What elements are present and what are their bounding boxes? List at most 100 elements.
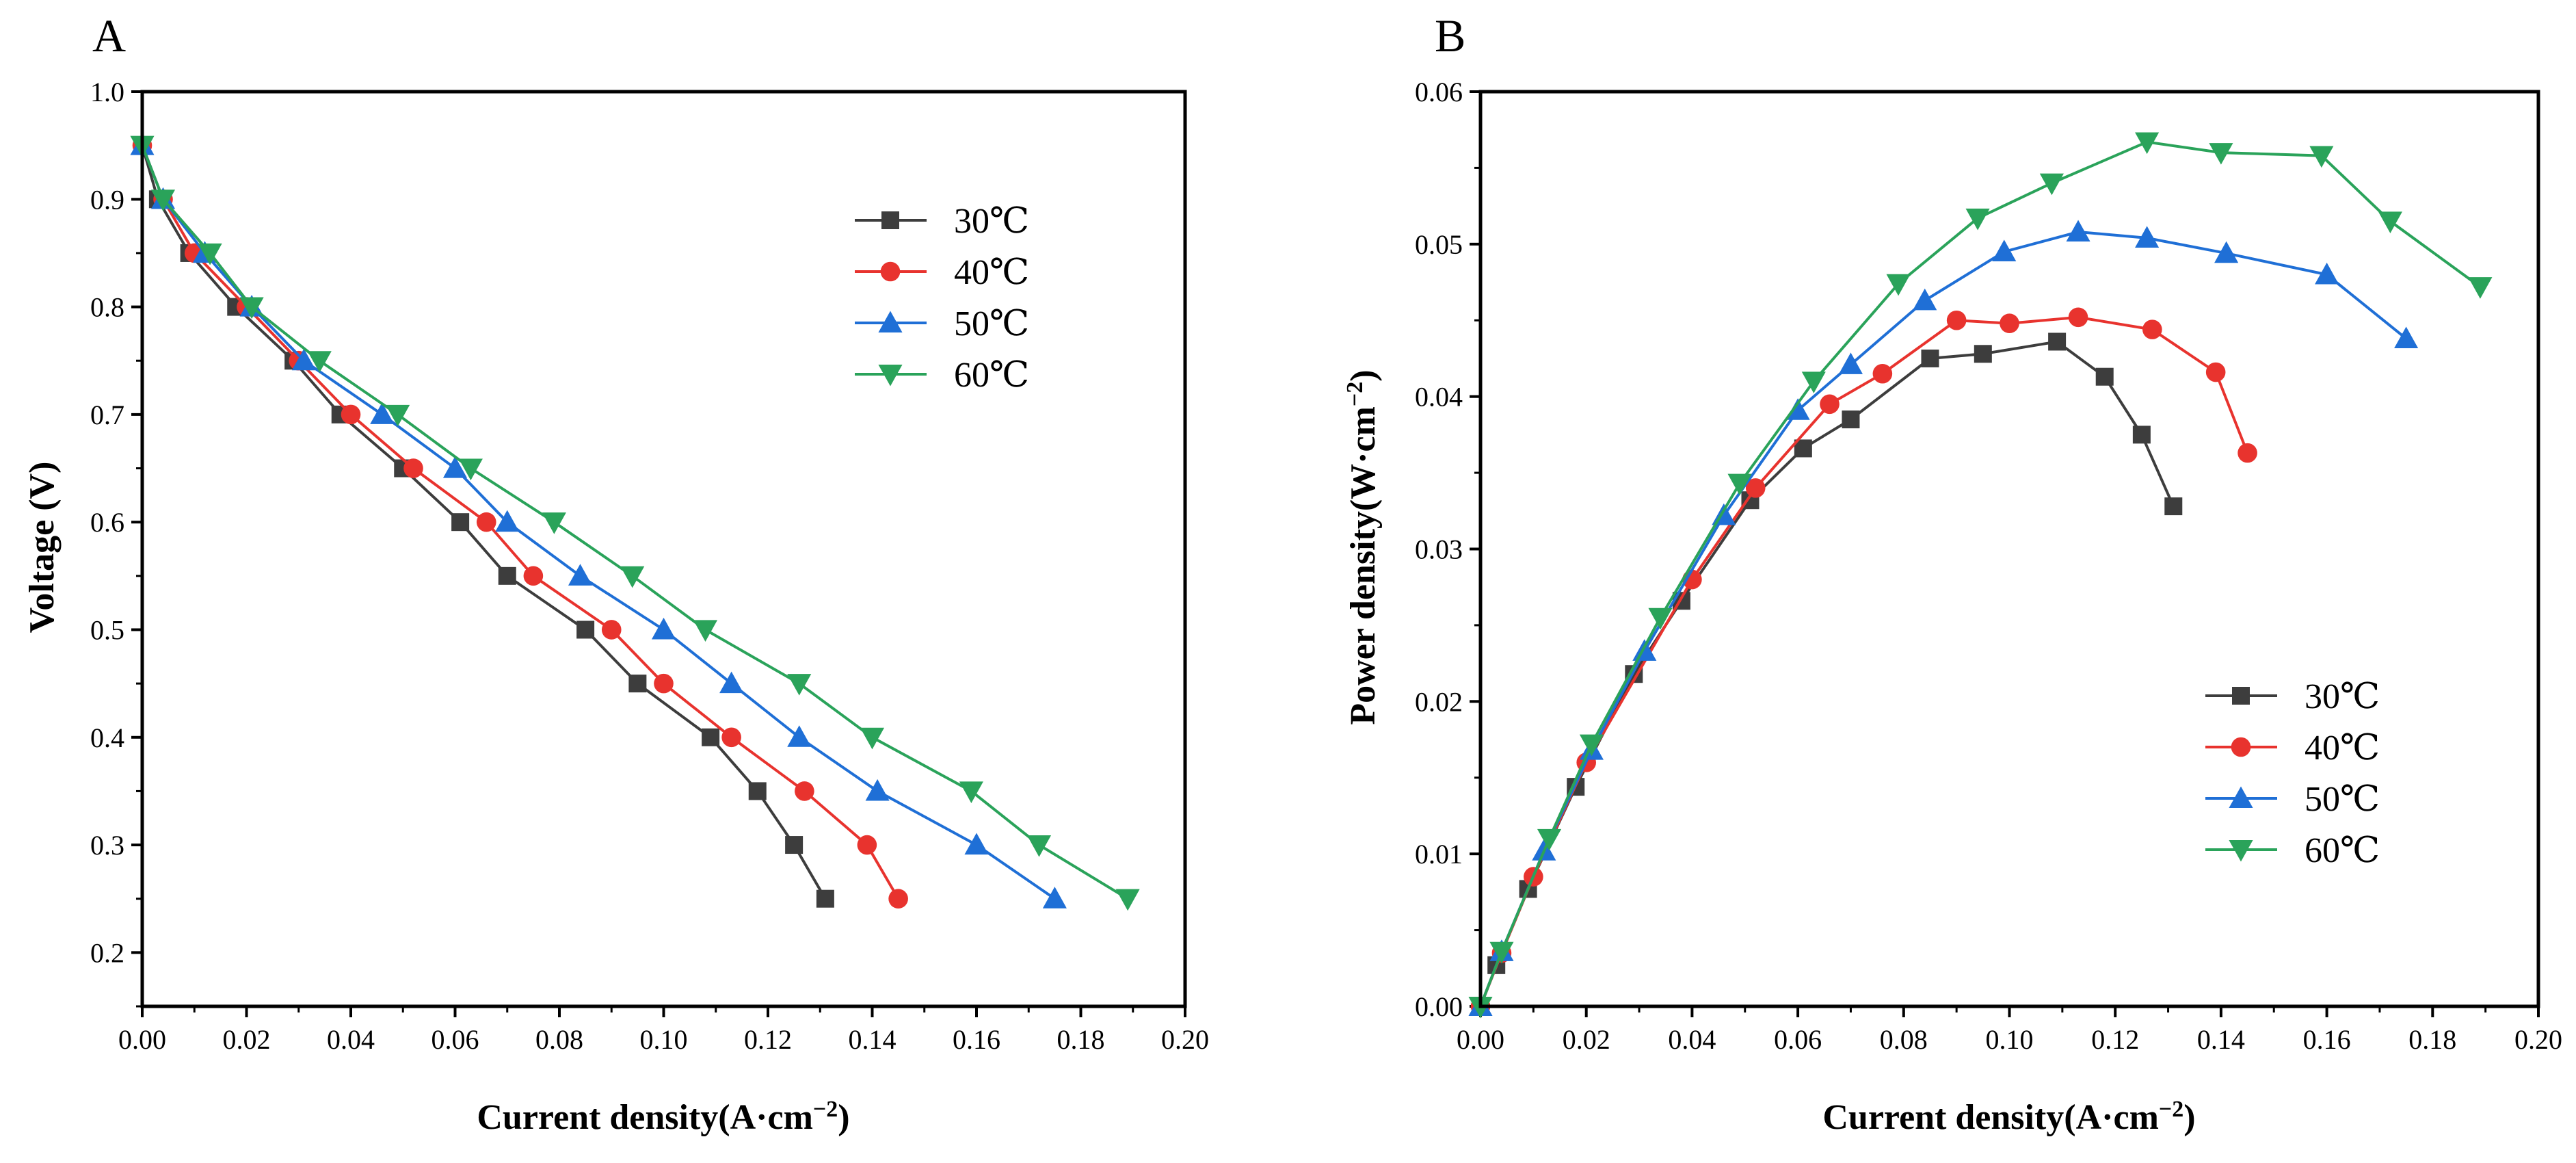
panel-a-data-point <box>857 835 877 855</box>
panel-b-series-line-3 <box>1479 230 2407 1007</box>
panel-a-x-axis-label: Current density(A·cm−2) <box>477 1097 849 1137</box>
panel-a-data-point <box>654 673 674 694</box>
panel-b-x-tick-label: 0.12 <box>2091 1024 2139 1055</box>
panel-b-data-point <box>2000 313 2019 334</box>
panel-a: A 0.00 0.02 0.04 0.06 0.08 0.10 0.12 0.14 0.16 0.… <box>23 10 1209 1137</box>
panel-b-data-point <box>2468 277 2493 299</box>
panel-a-y-tick-label: 0.4 <box>90 722 124 753</box>
panel-b-data-point <box>1745 478 1766 498</box>
panel-a-legend-marker <box>880 261 901 282</box>
panel-b-data-point <box>2164 497 2183 516</box>
panel-b-y-tick-label: 0.00 <box>1415 991 1463 1022</box>
panel-a-data-point <box>576 620 595 639</box>
panel-a-data-point <box>748 782 767 800</box>
panel-a-data-point <box>865 779 890 801</box>
panel-a-x-tick-label: 0.08 <box>535 1024 583 1055</box>
panel-b-data-point <box>1727 473 1752 496</box>
panel-b-data-point <box>2394 326 2419 349</box>
panel-a-data-point <box>451 513 470 532</box>
panel-b-data-point <box>1838 352 1863 374</box>
panel-a-data-point <box>458 458 483 481</box>
panel-a-data-point <box>860 727 885 750</box>
panel-b-data-point <box>2068 307 2088 328</box>
panel-a-data-point <box>523 566 544 586</box>
panel-b-data-point <box>2378 211 2402 233</box>
panel-a-data-point <box>693 620 718 642</box>
panel-b-y-tick-label: 0.06 <box>1415 77 1463 107</box>
panel-a-x-tick-label: 0.00 <box>118 1024 166 1055</box>
panel-b-data-point <box>1489 941 1514 964</box>
panel-b-data-point <box>1921 349 1939 367</box>
panel-a-data-point <box>620 566 645 588</box>
panel-b-legend-marker <box>2229 786 2253 809</box>
panel-a-data-point <box>370 402 395 424</box>
panel-a-data-point <box>785 836 804 854</box>
panel-b-data-point <box>1820 394 1840 415</box>
panel-b-data-point <box>2135 226 2160 248</box>
panel-b-x-tick-label: 0.08 <box>1880 1024 1928 1055</box>
panel-a-data-point <box>150 190 176 211</box>
panel-b-x-tick-label: 0.10 <box>1986 1024 2034 1055</box>
panel-b-y-tick-label: 0.04 <box>1415 382 1463 413</box>
panel-b-x-tick-label: 0.14 <box>2197 1024 2245 1055</box>
panel-a-data-point <box>498 566 516 585</box>
panel-b-x-tick-label: 0.20 <box>2514 1024 2562 1055</box>
panel-b-data-point <box>1537 828 1562 851</box>
panel-a-x-tick-label: 0.20 <box>1161 1024 1209 1055</box>
panel-a-y-tick-label: 0.2 <box>90 937 124 968</box>
panel-b-data-point <box>2066 220 2090 242</box>
panel-b-letter: B <box>1435 10 1465 62</box>
panel-b-data-point <box>2214 241 2239 263</box>
panel-b-data-point <box>2238 443 2257 463</box>
panel-b-data-point <box>2209 143 2233 165</box>
panel-a-x-tick-label: 0.06 <box>431 1024 479 1055</box>
panel-a-data-point <box>198 243 222 265</box>
panel-b-legend-label: 60℃ <box>2305 831 2380 870</box>
panel-a-y-tick-label: 0.8 <box>90 292 124 323</box>
panel-a-data-point <box>495 510 520 532</box>
panel-b-data-point <box>1974 345 1992 363</box>
panel-a-data-point <box>291 348 316 371</box>
panel-b-data-point <box>2205 362 2226 382</box>
panel-a-data-point <box>719 671 744 694</box>
panel-b-x-tick-label: 0.02 <box>1563 1024 1610 1055</box>
panel-b-data-point <box>1872 363 1893 384</box>
panel-a-series-line-2 <box>141 144 900 900</box>
panel-a-data-point <box>888 889 908 909</box>
panel-a-series-line-3 <box>141 144 1056 900</box>
panel-a-y-tick-label: 0.9 <box>90 184 124 215</box>
panel-b-data-point <box>1648 607 1673 630</box>
panel-a-legend-label: 30℃ <box>954 202 1029 241</box>
panel-a-x-tick-label: 0.12 <box>744 1024 792 1055</box>
panel-a-data-point <box>568 564 593 586</box>
panel-a-y-tick-label: 1.0 <box>90 77 124 107</box>
panel-a-data-point <box>442 456 468 478</box>
panel-a-legend-marker <box>881 211 899 229</box>
panel-b-data-point <box>1913 288 1937 311</box>
panel-a-data-point <box>1042 887 1067 909</box>
panel-a-legend-marker <box>878 364 903 387</box>
panel-b-x-tick-label: 0.04 <box>1668 1024 1716 1055</box>
panel-b-plot-frame <box>1478 90 2540 1008</box>
panel-a-data-point <box>341 404 361 425</box>
panel-a-letter: A <box>92 10 126 62</box>
panel-b-series-line-1 <box>1479 340 2175 1007</box>
panel-a-data-point <box>628 675 647 693</box>
panel-a-y-tick-label: 0.6 <box>90 507 124 538</box>
panel-a-data-point <box>816 889 834 908</box>
panel-b-x-tick-label: 0.18 <box>2408 1024 2456 1055</box>
panel-b-data-point <box>1785 398 1810 420</box>
panel-a-x-tick-label: 0.04 <box>327 1024 375 1055</box>
panel-a-legend-label: 60℃ <box>954 356 1029 395</box>
panel-a-data-point <box>307 351 332 373</box>
panel-a-data-point <box>542 512 566 534</box>
panel-b-y-tick-label: 0.01 <box>1415 839 1463 870</box>
panel-b-legend-label: 30℃ <box>2305 677 2380 716</box>
panel-b-legend-marker <box>2232 687 2250 705</box>
panel-b-data-point <box>2309 146 2334 168</box>
panel-b-y-axis-label: Power density(W·cm−2) <box>1342 369 1383 724</box>
panel-a-data-point <box>476 512 496 532</box>
panel-a-data-point <box>787 725 812 747</box>
panel-a-data-point <box>721 727 741 748</box>
panel-a-y-tick-label: 0.3 <box>90 830 124 861</box>
